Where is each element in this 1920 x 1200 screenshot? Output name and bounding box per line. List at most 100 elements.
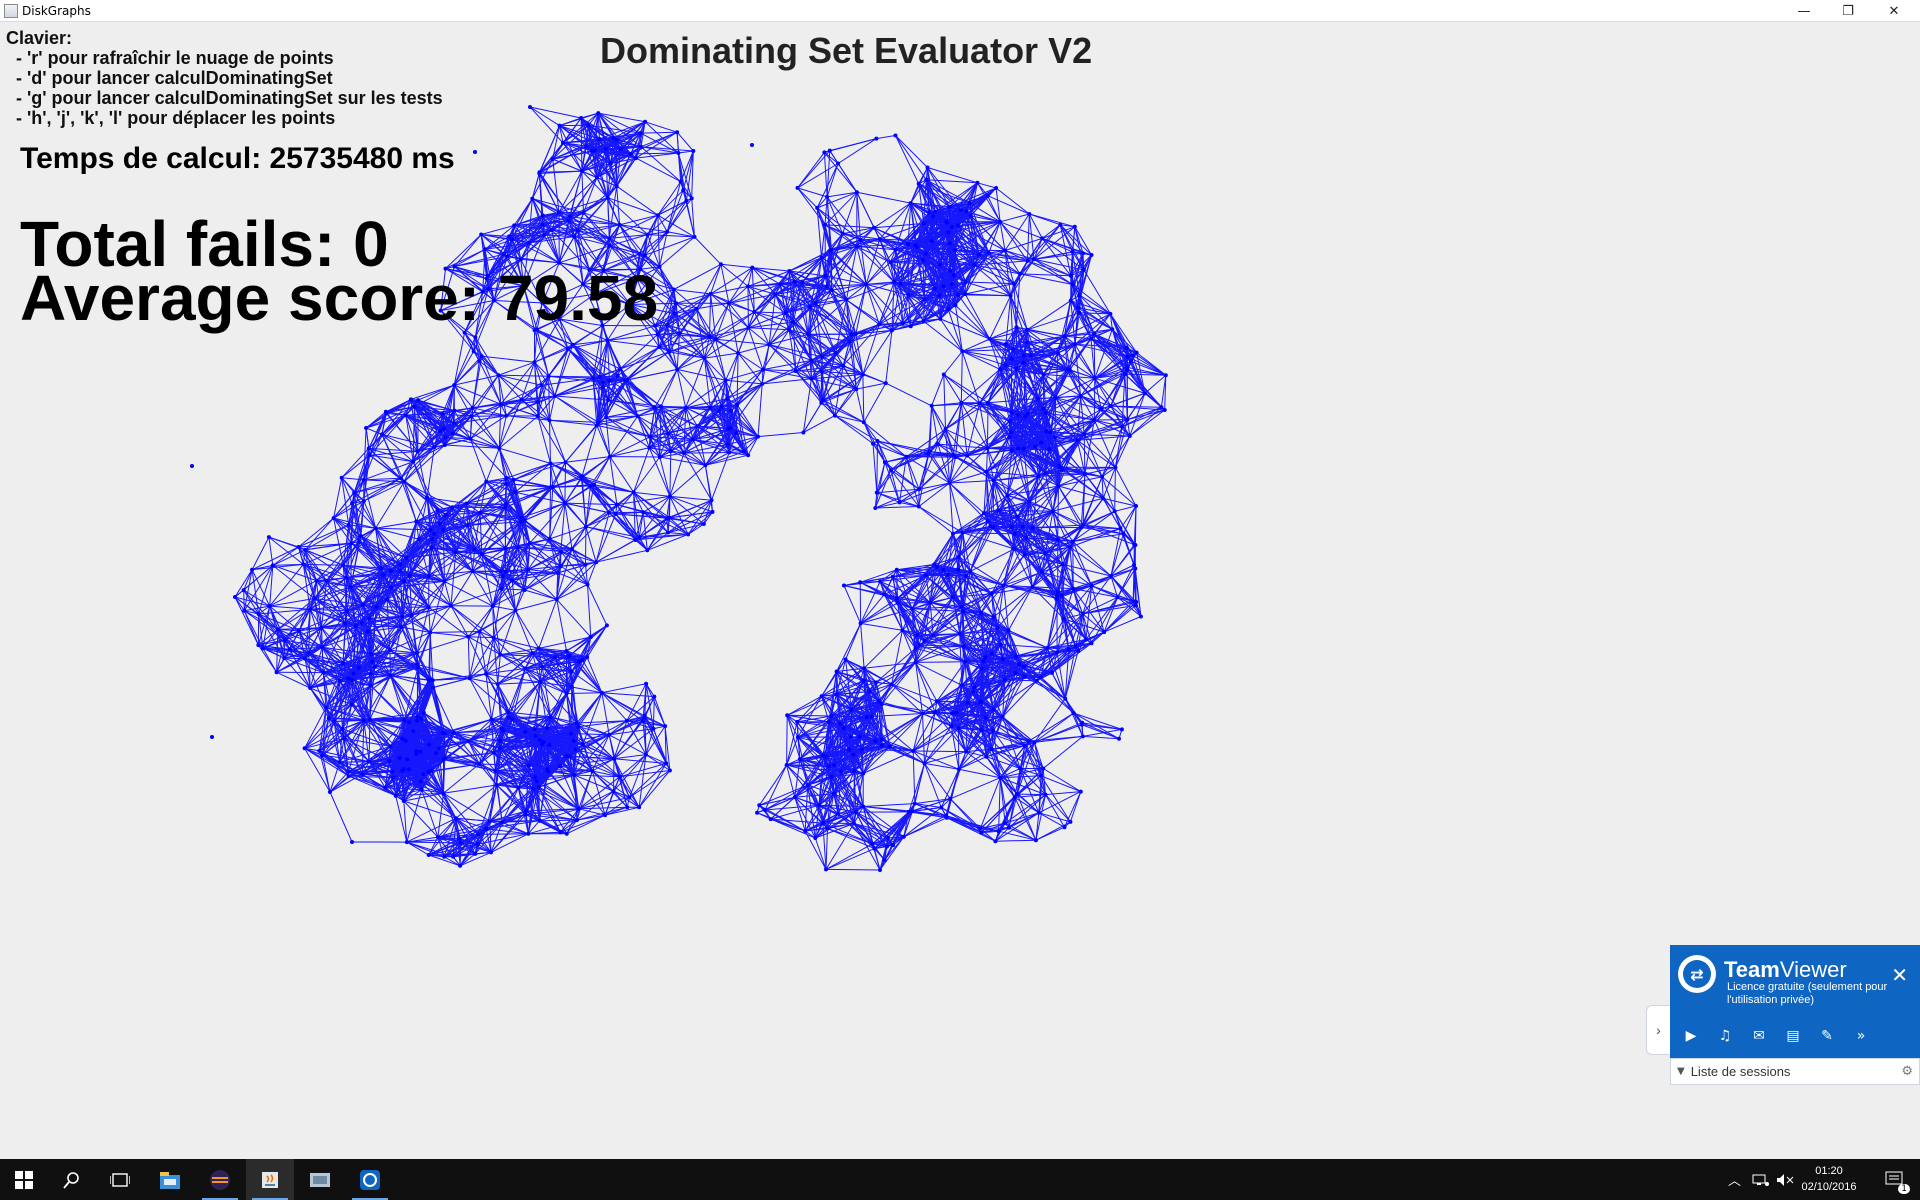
graph-edge <box>895 135 920 185</box>
graph-edge <box>606 304 631 341</box>
graph-edge <box>619 214 659 226</box>
graph-edge <box>498 375 507 416</box>
graph-edge <box>559 262 590 271</box>
graph-edge <box>363 479 405 483</box>
graph-edge <box>626 346 660 381</box>
graph-edge <box>471 415 507 417</box>
graph-edge <box>531 158 554 199</box>
graph-edge <box>432 673 487 681</box>
graph-edge <box>471 399 522 417</box>
graph-edge <box>481 356 502 405</box>
graph-edge <box>479 360 499 376</box>
graph-edge <box>470 415 507 440</box>
graph-edge <box>534 361 549 377</box>
graph-edge <box>602 304 631 326</box>
graph-edge <box>607 325 656 341</box>
graph-edge <box>577 230 605 271</box>
graph-edge <box>573 236 584 285</box>
graph-edge <box>333 479 365 519</box>
graph-edge <box>895 135 927 180</box>
graph-edge <box>381 411 387 435</box>
graph-edge <box>629 278 638 305</box>
graph-edge <box>572 344 618 377</box>
window-title: DiskGraphs <box>22 4 91 18</box>
graph-edge <box>596 163 612 178</box>
graph-edge <box>596 138 600 178</box>
graph-edge <box>595 549 648 563</box>
graph-edge <box>415 521 420 540</box>
graph-edge <box>503 224 543 255</box>
graph-edge <box>417 384 455 401</box>
graph-edge <box>537 376 550 417</box>
graph-edge <box>594 150 609 198</box>
graph-edge <box>866 283 901 285</box>
graph-edge <box>659 231 668 267</box>
graph-edge <box>577 229 610 239</box>
graph-edge <box>453 423 471 440</box>
graph-edge <box>583 177 598 213</box>
graph-edge <box>589 245 611 271</box>
graph-edge <box>363 455 371 502</box>
graph-edge <box>728 303 739 354</box>
minimize-button[interactable]: — <box>1797 3 1811 19</box>
graph-edge <box>616 186 621 225</box>
graph-edge <box>453 415 472 424</box>
graph-edge <box>439 430 471 440</box>
graph-edge <box>508 225 515 237</box>
graph-edge <box>893 249 896 282</box>
graph-edge <box>474 337 483 357</box>
graph-edge <box>644 215 659 256</box>
graph-edge <box>512 229 552 240</box>
close-button[interactable]: ✕ <box>1888 3 1900 19</box>
graph-edge <box>710 293 749 329</box>
graph-edge <box>428 529 444 577</box>
restore-button[interactable]: ❐ <box>1842 3 1854 19</box>
graph-edge <box>426 447 435 498</box>
graph-edge <box>630 304 656 327</box>
graph-edge <box>559 125 564 143</box>
graph-edge <box>582 660 603 694</box>
graph-edge <box>554 395 598 426</box>
graph-edge <box>400 570 430 608</box>
graph-canvas[interactable]: Clavier: - 'r' pour rafraîchir le nuage … <box>0 22 1920 1159</box>
graph-edge <box>640 146 679 154</box>
graph-edge <box>1114 467 1116 512</box>
graph-edge <box>565 422 599 463</box>
graph-edge <box>470 438 508 479</box>
graph-edge <box>943 350 963 375</box>
graph-edge <box>559 318 574 345</box>
graph-edge <box>471 416 500 449</box>
graph-edge <box>428 551 457 577</box>
graph-edge <box>454 256 508 267</box>
graph-edge <box>599 325 603 378</box>
graph-edge <box>445 437 471 440</box>
graph-edge <box>630 289 674 305</box>
graph-edge <box>657 332 680 335</box>
graph-edge <box>348 503 353 525</box>
graph-edge <box>479 512 506 549</box>
graph-edge <box>363 461 414 481</box>
graph-edge <box>444 570 473 582</box>
graph-edge <box>537 415 551 464</box>
graph-edge <box>498 399 522 449</box>
graph-edge <box>659 266 676 314</box>
graph-edge <box>400 478 417 522</box>
graph-edge <box>427 497 467 504</box>
graph-edge <box>428 570 473 577</box>
graph-edge <box>493 256 508 301</box>
graph-edge <box>607 185 618 199</box>
graph-edge <box>412 430 441 462</box>
graph-edge <box>606 340 610 381</box>
graph-edge <box>430 632 469 638</box>
graph-edge <box>512 238 529 244</box>
graph-edge <box>341 448 370 479</box>
graph-edge <box>538 599 558 649</box>
graph-edge <box>487 236 510 277</box>
graph-edge <box>512 238 560 264</box>
graph-edge <box>251 536 270 570</box>
graph-edge <box>598 112 646 123</box>
graph-edge <box>298 517 334 548</box>
graph-edge <box>534 329 569 350</box>
graph-edge <box>577 197 609 231</box>
graph-edge <box>842 192 858 234</box>
